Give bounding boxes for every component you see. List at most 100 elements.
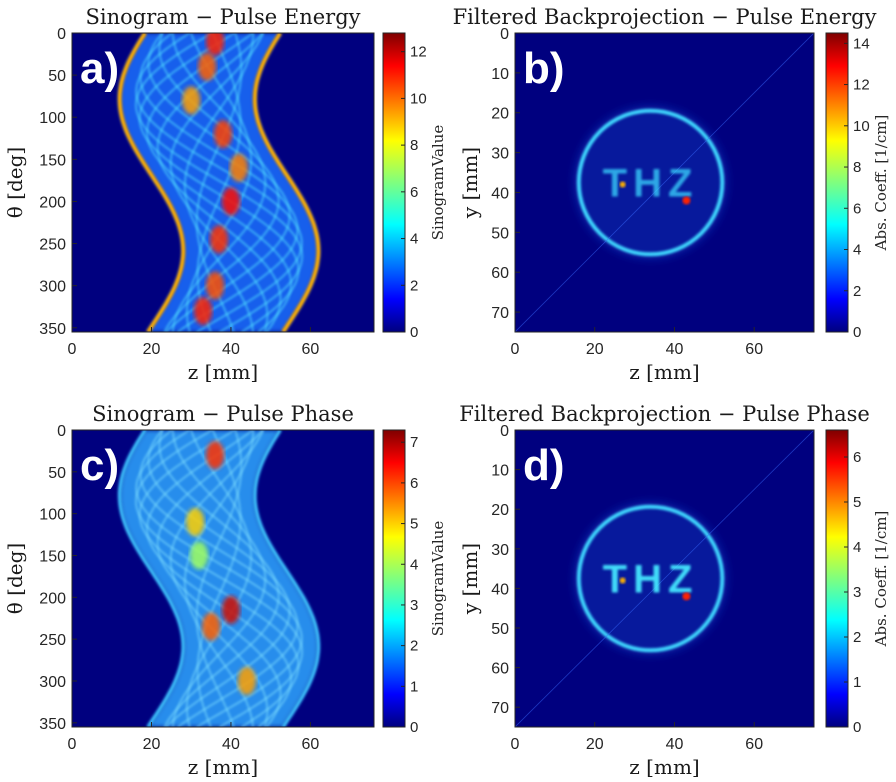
x-tick-label: 0 (511, 736, 520, 753)
y-tick-label: 10 (491, 463, 509, 480)
sinogram-trace (138, 430, 300, 727)
sinogram-hotspot (190, 541, 209, 570)
sinogram-edge-right (252, 33, 321, 332)
recon-inner-text: THZ (603, 162, 699, 206)
panel-letter: d) (523, 441, 565, 490)
colorbar-tick-label: 1 (410, 678, 418, 695)
colorbar-tick-label: 3 (853, 584, 861, 601)
y-axis-label: y [mm] (458, 147, 482, 219)
heatmap-image: THZ (515, 430, 814, 727)
recon-diagonal (515, 33, 814, 332)
recon-hotspot (682, 196, 691, 205)
x-axis-label: z [mm] (629, 360, 699, 384)
recon-halo (572, 104, 729, 261)
y-tick-label: 350 (39, 321, 66, 338)
sinogram-hotspot (206, 33, 225, 56)
chart-title: Sinogram − Pulse Energy (85, 5, 360, 29)
colorbar-tick-label: 8 (853, 159, 861, 176)
y-axis-label: y [mm] (458, 543, 482, 615)
sinogram-trace (138, 33, 300, 332)
sinogram-hotspot (206, 441, 225, 470)
y-tick-label: 10 (491, 66, 509, 83)
plot-frame (514, 429, 815, 728)
colorbar-tick-label: 4 (410, 556, 418, 573)
x-tick-label: 60 (302, 341, 320, 358)
colorbar-tick-label: 2 (410, 277, 418, 294)
sinogram-hotspot (194, 296, 213, 325)
x-tick-label: 60 (745, 736, 763, 753)
y-tick-label: 50 (491, 225, 509, 242)
heatmap-image (72, 430, 374, 727)
plot-frame (71, 32, 375, 333)
sinogram-hotspot (229, 153, 248, 182)
y-tick-label: 0 (57, 423, 66, 440)
colorbar-tick-label: 6 (410, 184, 418, 201)
y-tick-label: 50 (48, 465, 66, 482)
colorbar-label: Abs. Coeff. [1/cm] (872, 115, 890, 252)
recon-inner-text: THZ (603, 558, 699, 602)
sinogram-hotspot (182, 86, 201, 115)
panel-letter: c) (80, 441, 119, 490)
y-tick-label: 60 (491, 265, 509, 282)
chart-title: Filtered Backprojection − Pulse Phase (459, 402, 870, 426)
y-tick-label: 60 (491, 661, 509, 678)
y-tick-label: 250 (39, 632, 66, 649)
colorbar-label: Abs. Coeff. [1/cm] (872, 511, 890, 648)
colorbar-tick-label: 6 (853, 200, 861, 217)
sinogram-trace (135, 33, 303, 332)
x-tick-label: 0 (68, 736, 77, 753)
sinogram-hotspot (210, 225, 229, 254)
y-tick-label: 50 (491, 621, 509, 638)
panel-letter: b) (523, 44, 565, 93)
x-tick-label: 0 (511, 341, 520, 358)
colorbar-tick-label: 1 (853, 674, 861, 691)
colorbar-tick-label: 2 (853, 283, 861, 300)
colorbar-tick-label: 2 (853, 629, 861, 646)
sinogram-hotspot (237, 666, 256, 695)
colorbar-tick-label: 6 (853, 449, 861, 466)
heatmap-image (72, 33, 374, 332)
colorbar (382, 32, 406, 333)
x-tick-label: 20 (143, 341, 161, 358)
colorbar-tick-label: 4 (853, 242, 861, 259)
y-tick-label: 100 (39, 507, 66, 524)
colorbar-tick-label: 0 (410, 324, 418, 341)
sinogram-hotspot (198, 52, 217, 81)
chart-title: Sinogram − Pulse Phase (92, 402, 354, 426)
panel-letter: a) (80, 44, 119, 93)
y-tick-label: 150 (39, 152, 66, 169)
x-tick-label: 60 (302, 736, 320, 753)
sinogram-edge-left (118, 430, 185, 727)
recon-hotspot (619, 577, 626, 584)
y-tick-label: 300 (39, 674, 66, 691)
x-tick-label: 20 (586, 736, 604, 753)
y-tick-label: 150 (39, 548, 66, 565)
y-tick-label: 70 (491, 305, 509, 322)
sinogram-trace (135, 430, 303, 727)
colorbar-tick-label: 3 (410, 597, 418, 614)
colorbar-tick-label: 8 (410, 137, 418, 154)
colorbar-tick-label: 4 (853, 539, 861, 556)
sinogram-trace (172, 430, 267, 727)
x-axis-label: z [mm] (188, 755, 258, 779)
y-tick-label: 20 (491, 106, 509, 123)
chart-title: Filtered Backprojection − Pulse Energy (453, 5, 877, 29)
y-tick-label: 70 (491, 700, 509, 717)
y-axis-label: θ [deg] (3, 147, 27, 218)
colorbar-tick-label: 14 (853, 35, 870, 52)
y-axis-label: θ [deg] (3, 543, 27, 614)
x-tick-label: 40 (666, 341, 684, 358)
x-tick-label: 0 (68, 341, 77, 358)
colorbar-tick-label: 6 (410, 475, 418, 492)
y-tick-label: 0 (500, 26, 509, 43)
colorbar-tick-label: 5 (410, 516, 418, 533)
sinogram-body (119, 430, 319, 727)
sinogram-hotspot (214, 120, 232, 149)
y-tick-label: 20 (491, 502, 509, 519)
plot-frame (514, 32, 815, 333)
sinogram-trace (186, 430, 252, 727)
